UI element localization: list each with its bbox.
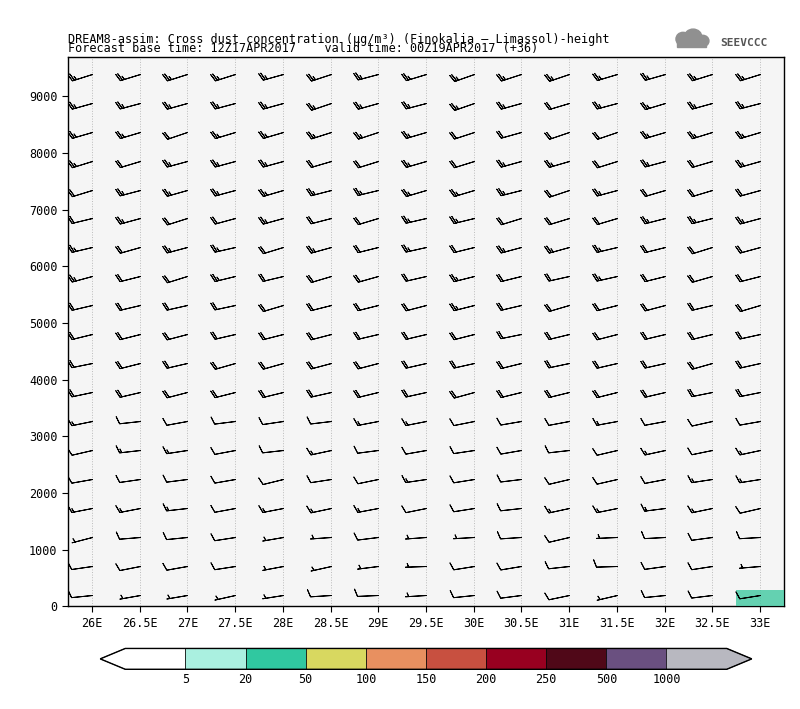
Text: SEEVCCC: SEEVCCC — [720, 38, 767, 48]
Polygon shape — [486, 649, 546, 669]
Ellipse shape — [697, 35, 709, 47]
Text: 1000: 1000 — [652, 674, 681, 686]
Text: 5: 5 — [182, 674, 189, 686]
Text: DREAM8-assim: Cross dust concentration (μg/m³) (Finokalia – Limassol)-height: DREAM8-assim: Cross dust concentration (… — [68, 33, 610, 46]
Text: 150: 150 — [415, 674, 437, 686]
Polygon shape — [306, 649, 366, 669]
Text: 250: 250 — [536, 674, 557, 686]
Ellipse shape — [684, 29, 702, 45]
Text: Forecast base time: 12Z17APR2017    valid time: 00Z19APR2017 (+36): Forecast base time: 12Z17APR2017 valid t… — [68, 43, 538, 55]
Text: 500: 500 — [596, 674, 617, 686]
Polygon shape — [246, 649, 306, 669]
Text: 20: 20 — [238, 674, 253, 686]
Polygon shape — [666, 649, 752, 669]
Polygon shape — [426, 649, 486, 669]
Text: 100: 100 — [355, 674, 377, 686]
Polygon shape — [186, 649, 246, 669]
Polygon shape — [546, 649, 606, 669]
Text: 50: 50 — [298, 674, 313, 686]
Ellipse shape — [676, 33, 690, 46]
Polygon shape — [606, 649, 666, 669]
Polygon shape — [366, 649, 426, 669]
Polygon shape — [100, 649, 186, 669]
Text: 200: 200 — [475, 674, 497, 686]
Bar — [736, 591, 784, 606]
Bar — [678, 38, 706, 47]
